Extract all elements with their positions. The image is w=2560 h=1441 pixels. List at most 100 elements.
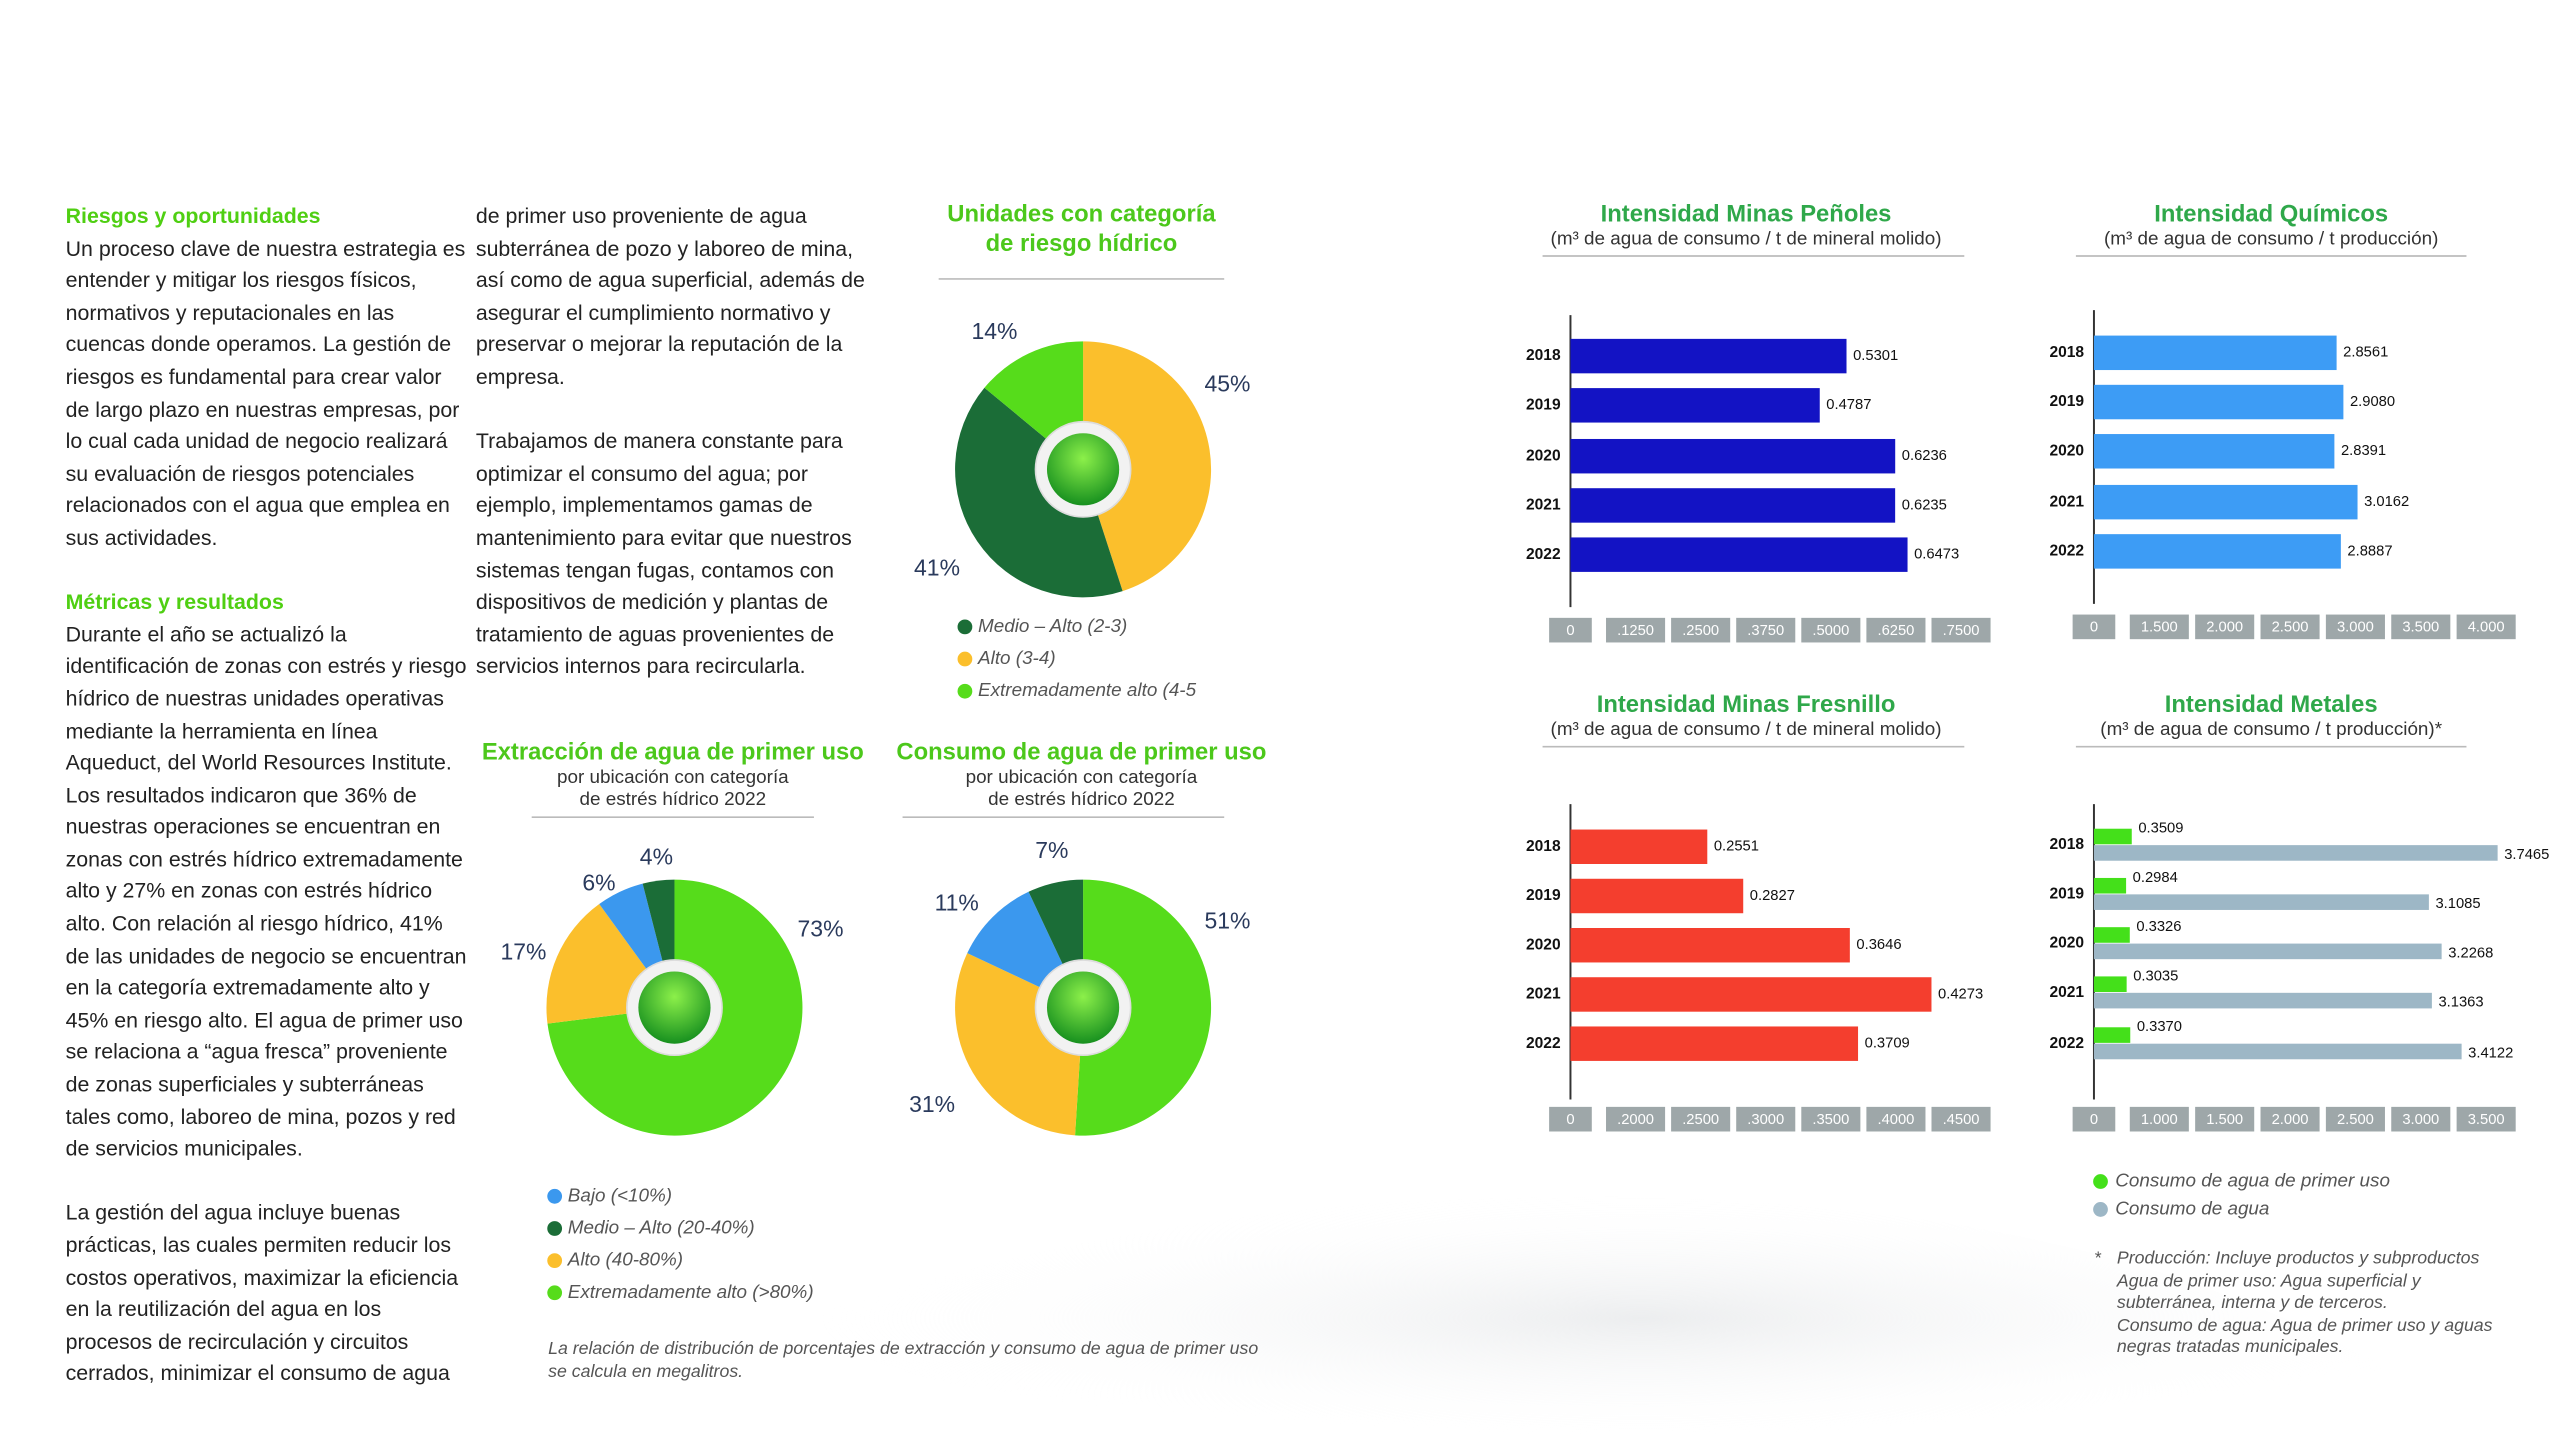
y-tick-label: 2021 [2049, 984, 2084, 1001]
x-tick-label: 2.500 [2272, 620, 2309, 636]
x-tick-label: .3500 [1812, 1112, 1849, 1128]
data-label: 0.6236 [1902, 448, 1947, 464]
x-tick [2129, 1106, 2189, 1132]
bar [2093, 976, 2127, 993]
paragraph: Un proceso clave de nuestra estrategia e… [65, 235, 466, 550]
bar [2093, 877, 2127, 894]
note-line: Producción: Incluye productos y subprodu… [2116, 1248, 2480, 1269]
data-label: 0.3646 [1856, 937, 1901, 953]
chart-title: Intensidad Minas Peñoles [1601, 200, 1892, 227]
data-label: 0.2551 [1714, 839, 1759, 855]
bar [1570, 1026, 1859, 1061]
legend-label: Bajo (<10%) [568, 1184, 672, 1205]
bar [2093, 534, 2341, 569]
x-tick [2325, 614, 2385, 640]
x-tick-label: 3.500 [2468, 1112, 2505, 1128]
y-tick-label: 2022 [1526, 546, 1561, 563]
x-tick [2391, 1106, 2451, 1132]
x-tick [1866, 617, 1926, 643]
legend-label: Consumo de agua de primer uso [2115, 1170, 2390, 1191]
data-label: 2.8391 [2341, 443, 2386, 459]
y-tick-label: 2021 [2049, 493, 2084, 510]
x-tick [1606, 1106, 1666, 1132]
paragraph: Trabajamos de manera constante para opti… [475, 428, 852, 679]
pie-label: 6% [582, 870, 615, 896]
x-tick-label: .2000 [1617, 1112, 1654, 1128]
chart-subtitle: de estrés hídrico 2022 [988, 788, 1175, 809]
note-line: Agua de primer uso: Agua superficial y s… [2116, 1270, 2421, 1313]
x-tick-label: .7500 [1943, 623, 1980, 639]
legend-label: Alto (3-4) [977, 647, 1056, 668]
x-tick [1671, 617, 1731, 643]
data-label: 3.1085 [2435, 896, 2480, 912]
x-tick-label: 4.000 [2468, 620, 2505, 636]
legend-swatch [547, 1253, 563, 1269]
pie-label: 7% [1035, 837, 1068, 863]
x-tick [1866, 1106, 1926, 1132]
bar [2093, 828, 2132, 845]
data-label: 2.8887 [2347, 543, 2392, 559]
y-tick-label: 2020 [2049, 935, 2084, 952]
legend-label: Medio – Alto (20-40%) [568, 1216, 755, 1237]
x-tick [1931, 1106, 1991, 1132]
x-tick-label: .5000 [1812, 623, 1849, 639]
bar [1570, 388, 1820, 423]
data-label: 0.2984 [2133, 870, 2178, 886]
pie-slice [1075, 879, 1212, 1136]
legend-swatch [547, 1221, 563, 1236]
text-column: de primer uso proveniente de agua subter… [476, 200, 873, 714]
background-swoosh [820, 1195, 2462, 1441]
y-tick-label: 2021 [1526, 986, 1561, 1003]
data-label: 0.5301 [1853, 348, 1898, 364]
y-tick-label: 2018 [2049, 836, 2084, 853]
x-tick [2129, 614, 2189, 640]
x-tick-label: 3.500 [2402, 620, 2439, 636]
x-tick-label: 3.000 [2337, 620, 2374, 636]
legend-label: Medio – Alto (2-3) [978, 615, 1127, 636]
x-tick-label: 2.500 [2337, 1112, 2374, 1128]
x-tick-label: .1250 [1617, 623, 1654, 639]
data-label: 3.2268 [2448, 945, 2493, 961]
paragraph: de primer uso proveniente de agua subter… [475, 203, 865, 389]
bar [1570, 977, 1932, 1012]
x-tick [2456, 614, 2516, 640]
legend-swatch [547, 1188, 563, 1204]
bar [2093, 992, 2432, 1009]
bar [1570, 438, 1896, 474]
x-tick [1736, 617, 1796, 643]
chart-title: Intensidad Metales [2165, 691, 2378, 718]
bar [2093, 1027, 2131, 1043]
bar [1570, 829, 1708, 865]
x-tick [2195, 614, 2255, 640]
legend-label: Consumo de agua [2115, 1197, 2269, 1218]
bar [1570, 338, 1847, 374]
bar [2093, 484, 2358, 520]
chart-subtitle: (m³ de agua de consumo / t producción) [2104, 228, 2438, 249]
pie-label: 4% [640, 843, 673, 869]
chart-subtitle: por ubicación con categoría [966, 766, 1198, 787]
data-label: 3.1363 [2438, 995, 2483, 1011]
pie-label: 17% [500, 938, 546, 964]
bar [2093, 927, 2130, 943]
pie-label: 14% [971, 318, 1017, 344]
bar [2093, 894, 2429, 910]
legend-swatch [2093, 1202, 2108, 1217]
x-tick [2195, 1106, 2255, 1132]
y-tick-label: 2019 [1526, 396, 1561, 413]
chart-subtitle: (m³ de agua de consumo / t producción)* [2100, 718, 2442, 739]
center-disc [1046, 971, 1120, 1044]
x-tick [2391, 614, 2451, 640]
bar [1570, 878, 1744, 914]
y-tick-label: 2022 [1526, 1035, 1561, 1052]
data-label: 3.7465 [2504, 847, 2549, 863]
x-tick-label: .6250 [1877, 623, 1914, 639]
chart-title: Extracción de agua de primer uso [482, 739, 864, 766]
x-tick-label: .3000 [1747, 1112, 1784, 1128]
x-tick-label: 2.000 [2272, 1112, 2309, 1128]
bar [1570, 928, 1850, 963]
legend-label: Extremadamente alto (>80%) [568, 1281, 814, 1302]
x-tick [1736, 1106, 1796, 1132]
x-tick-label: 0 [2090, 620, 2098, 636]
section-heading: Métricas y resultados [65, 589, 284, 614]
